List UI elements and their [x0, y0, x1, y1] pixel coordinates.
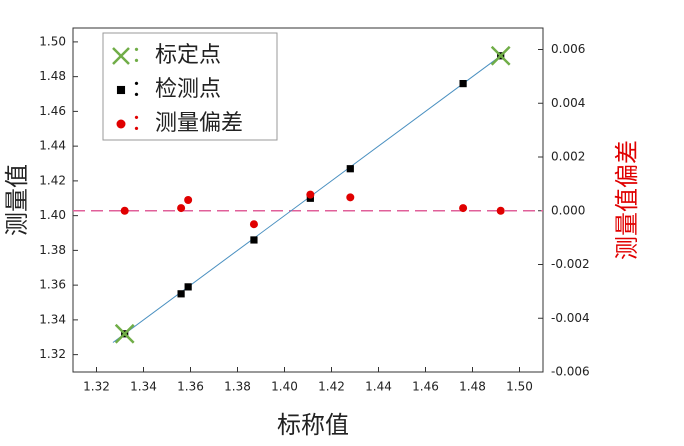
x-tick-label: 1.38	[224, 380, 251, 394]
x-tick-label: 1.44	[365, 380, 392, 394]
legend-label: 测量偏差	[155, 111, 243, 136]
y-tick-label: 1.48	[39, 69, 66, 83]
legend-separator: ：	[131, 77, 153, 102]
x-tick-label: 1.34	[130, 380, 157, 394]
y2-tick-label: 0.002	[551, 150, 585, 164]
legend-separator: ：	[131, 43, 153, 68]
marker-circle	[177, 204, 186, 213]
marker-square	[346, 165, 354, 173]
y2-tick-label: -0.004	[551, 311, 590, 325]
marker-x	[490, 45, 511, 66]
legend-label: 检测点	[155, 77, 221, 102]
x-tick-label: 1.40	[271, 380, 298, 394]
y2-tick-label: 0.000	[551, 203, 585, 217]
y-tick-label: 1.50	[39, 34, 66, 48]
legend-box	[102, 32, 278, 141]
x-tick-label: 1.50	[506, 380, 533, 394]
marker-circle	[459, 204, 468, 213]
y-tick-label: 1.38	[39, 243, 66, 257]
x-tick-label: 1.36	[177, 380, 204, 394]
marker-x	[112, 47, 130, 65]
x-tick-label: 1.32	[83, 380, 110, 394]
y-tick-label: 1.34	[39, 312, 66, 326]
y2-tick-label: -0.002	[551, 257, 590, 271]
x-tick-label: 1.48	[459, 380, 486, 394]
legend-label: 标定点	[155, 43, 221, 68]
y2-axis-label: 测量值偏差	[613, 140, 641, 260]
x-tick-label: 1.42	[318, 380, 345, 394]
legend-separator: ：	[131, 111, 153, 136]
marker-square	[184, 283, 192, 291]
marker-circle	[346, 193, 355, 202]
marker-circle	[120, 206, 129, 215]
marker-square	[250, 236, 258, 244]
x-axis-label: 标称值	[277, 411, 349, 439]
y2-tick-label: -0.006	[551, 365, 590, 379]
marker-circle	[496, 206, 505, 215]
marker-x	[114, 323, 135, 344]
y2-tick-label: 0.004	[551, 96, 585, 110]
marker-circle	[249, 220, 258, 229]
x-tick-label: 1.46	[412, 380, 439, 394]
y-tick-label: 1.42	[39, 173, 66, 187]
y-axis-label: 测量值	[3, 164, 31, 236]
y-tick-label: 1.46	[39, 104, 66, 118]
y2-tick-label: 0.006	[551, 42, 585, 56]
marker-circle	[306, 190, 315, 199]
y-tick-label: 1.44	[39, 139, 66, 153]
y-tick-label: 1.40	[39, 208, 66, 222]
y-tick-label: 1.36	[39, 278, 66, 292]
marker-square	[116, 85, 126, 95]
marker-circle	[184, 196, 193, 204]
marker-circle	[116, 119, 126, 129]
plot-frame	[72, 27, 544, 373]
marker-square	[459, 79, 467, 88]
y-tick-label: 1.32	[39, 347, 66, 361]
marker-square	[177, 290, 185, 298]
